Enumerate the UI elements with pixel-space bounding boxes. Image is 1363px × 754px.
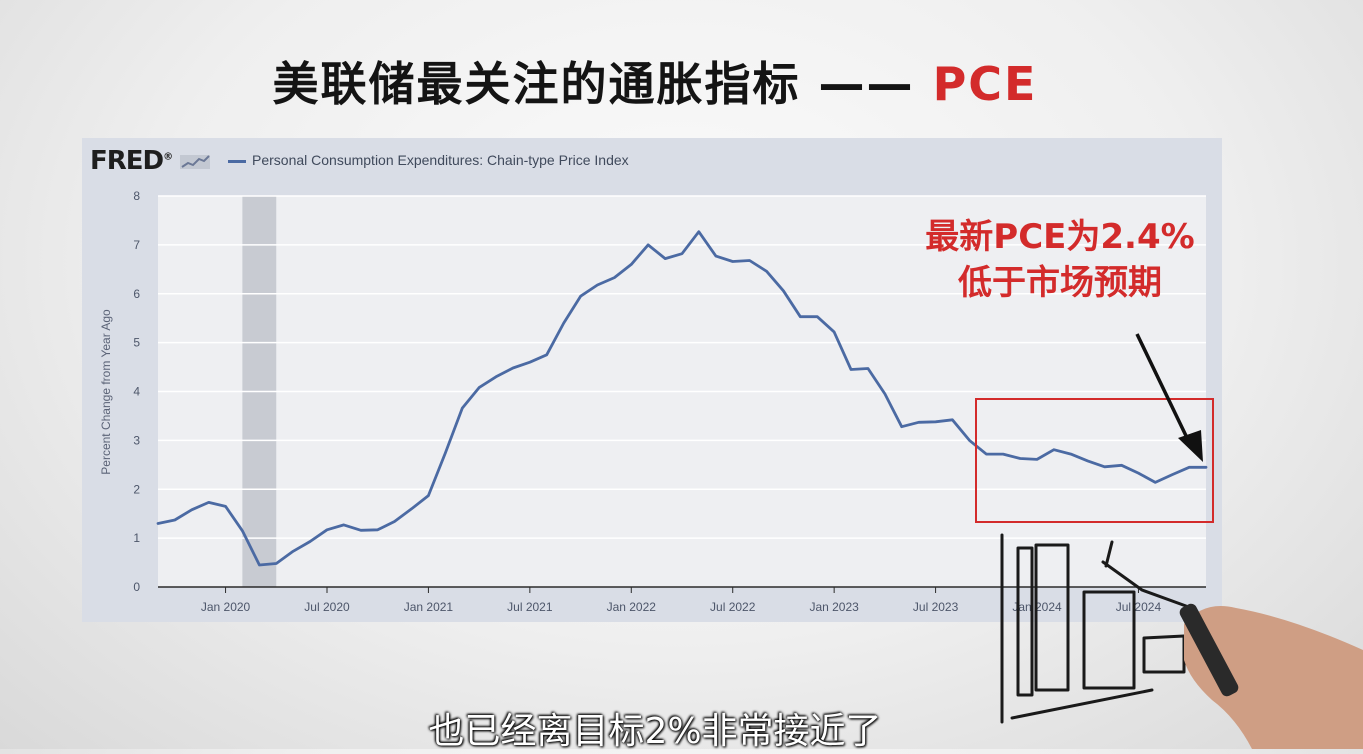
marker-pen-icon [1179, 603, 1239, 697]
y-tick-label: 8 [133, 189, 140, 203]
y-tick-label: 2 [133, 482, 140, 496]
y-tick-label: 5 [133, 336, 140, 350]
x-tick-label: Jan 2020 [201, 600, 251, 614]
highlight-box [975, 398, 1214, 523]
annotation-overlay [975, 333, 1363, 749]
x-tick-label: Jan 2023 [809, 600, 859, 614]
x-tick-label: Jul 2020 [304, 600, 350, 614]
fred-logo: FRED® [90, 146, 211, 176]
title-main: 美联储最关注的通胀指标 —— [272, 57, 915, 111]
chart-legend: Personal Consumption Expenditures: Chain… [228, 152, 629, 168]
video-subtitle: 也已经离目标2%非常接近了 [428, 711, 882, 752]
y-tick-label: 7 [133, 238, 140, 252]
hand-drawn-bar-sketch [1000, 533, 1188, 724]
fred-logo-registered-icon: ® [163, 151, 173, 163]
fred-logo-text: FRED [90, 146, 164, 176]
y-axis-ticks: 0 1 2 3 4 5 6 7 8 Percent Change from Year Ago [99, 189, 1206, 594]
y-axis-label: Percent Change from Year Ago [99, 309, 113, 475]
x-tick-label: Jul 2024 [1116, 600, 1162, 614]
drawing-hand [1184, 606, 1363, 749]
page-title: 美联储最关注的通胀指标 —— PCE [0, 48, 1310, 114]
x-axis-ticks: Jan 2020 Jul 2020 Jan 2021 Jul 2021 Jan 2022… [201, 587, 1162, 614]
x-tick-label: Jan 2022 [607, 600, 657, 614]
fred-sparkline-icon [180, 154, 211, 169]
x-tick-label: Jul 2022 [710, 600, 756, 614]
series-layer [156, 230, 1208, 567]
series-line-pce [156, 230, 1208, 567]
title-accent: PCE [932, 57, 1038, 111]
x-tick-label: Jul 2023 [913, 600, 959, 614]
y-tick-label: 3 [133, 433, 140, 447]
annotation-line-2: 低于市场预期 [958, 263, 1162, 303]
x-tick-label: Jan 2021 [404, 600, 454, 614]
y-tick-label: 1 [133, 531, 140, 545]
y-tick-label: 0 [133, 580, 140, 594]
annotation-text: 最新PCE为2.4% 低于市场预期 [920, 214, 1200, 306]
arrow-head-icon [1178, 430, 1203, 462]
y-tick-label: 6 [133, 287, 140, 301]
legend-swatch [228, 159, 246, 163]
arrow-shaft [1135, 333, 1191, 443]
annotation-line-1: 最新PCE为2.4% [925, 217, 1195, 257]
y-tick-label: 4 [133, 385, 140, 399]
legend-label: Personal Consumption Expenditures: Chain… [252, 152, 629, 168]
x-tick-label: Jul 2021 [507, 600, 553, 614]
